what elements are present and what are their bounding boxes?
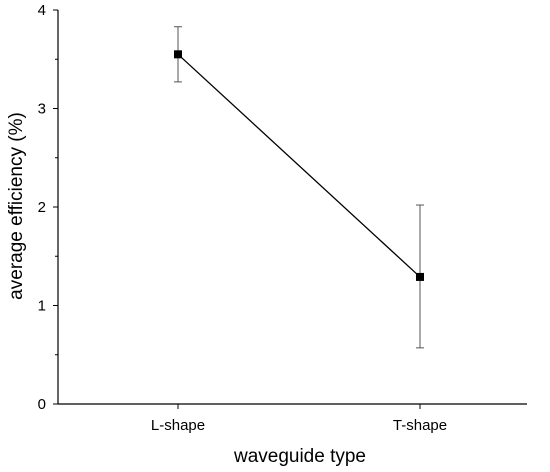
y-tick-label: 2	[38, 199, 46, 216]
y-tick-label: 0	[38, 396, 46, 413]
data-point	[174, 50, 182, 59]
series-line	[177, 53, 421, 278]
x-tick-label: L-shape	[151, 417, 205, 434]
plot-area	[174, 26, 424, 349]
y-tick-label: 4	[38, 2, 46, 19]
y-tick-label: 1	[38, 298, 46, 315]
y-tick-label: 3	[38, 101, 46, 118]
y-axis-title: average efficiency (%)	[6, 112, 27, 300]
axes	[57, 10, 527, 405]
x-axis-title: waveguide type	[233, 446, 366, 467]
data-point	[416, 272, 424, 281]
x-tick-label: T-shape	[393, 417, 447, 434]
x-ticks: L-shape T-shape	[151, 404, 447, 434]
y-ticks: 0 1 2 3 4	[38, 2, 58, 413]
